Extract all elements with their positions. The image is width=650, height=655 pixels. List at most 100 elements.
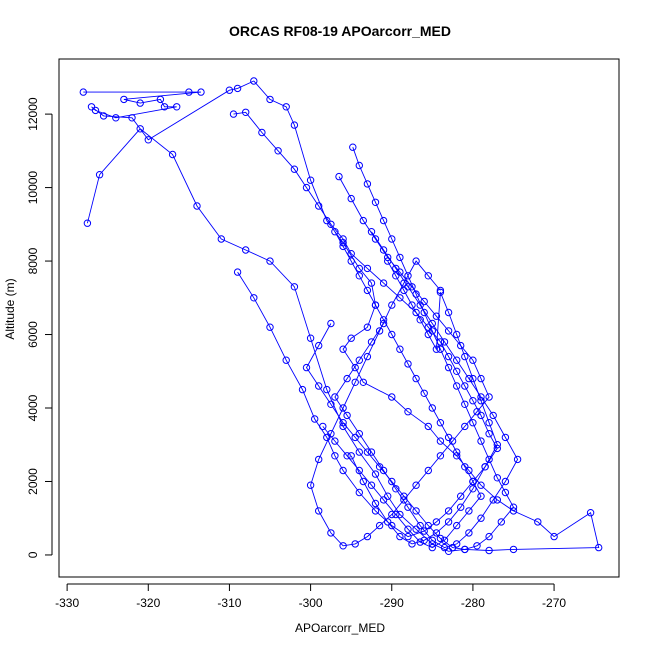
data-point <box>477 374 485 383</box>
data-point <box>485 419 493 427</box>
data-point <box>444 308 453 317</box>
y-tick-label: 4000 <box>26 394 40 421</box>
data-point <box>384 257 392 265</box>
data-point <box>136 125 144 133</box>
data-point <box>388 393 396 401</box>
data-point <box>432 345 441 353</box>
data-point <box>371 470 380 478</box>
data-point <box>379 466 388 475</box>
data-point <box>347 452 355 460</box>
data-point <box>473 542 481 550</box>
data-point <box>497 518 505 526</box>
y-tick-label: 2000 <box>26 468 40 495</box>
data-point <box>347 257 355 265</box>
data-point <box>473 408 481 416</box>
x-tick-label: -290 <box>380 596 404 610</box>
data-point <box>367 448 376 456</box>
data-point <box>420 527 428 535</box>
data-point <box>469 477 477 486</box>
x-tick-label: -280 <box>461 596 485 610</box>
data-point <box>432 518 441 526</box>
data-point <box>363 180 372 188</box>
data-point <box>302 363 311 372</box>
data-point <box>229 110 238 118</box>
y-axis: 0 2000 4000 6000 8000 10000 12000 <box>26 97 53 558</box>
data-point <box>416 316 424 324</box>
data-point <box>412 525 420 533</box>
data-point <box>339 419 347 427</box>
data-point <box>444 352 453 361</box>
x-axis-label: APOarcorr_MED <box>295 621 385 635</box>
data-point <box>79 88 88 96</box>
data-point <box>355 161 363 170</box>
data-point <box>351 540 359 548</box>
data-point <box>534 518 542 526</box>
data-point <box>477 411 485 420</box>
data-point <box>424 521 432 530</box>
data-point <box>436 419 445 427</box>
data-point <box>367 481 376 489</box>
data-point <box>388 477 396 486</box>
data-point <box>351 433 359 442</box>
data-point <box>379 246 388 254</box>
data-point <box>440 543 449 552</box>
data-point <box>347 250 355 258</box>
data-point <box>339 466 347 475</box>
data-point <box>367 228 376 236</box>
data-point <box>87 103 96 111</box>
data-point <box>306 334 315 342</box>
data-point <box>355 272 363 280</box>
data-point <box>412 374 420 383</box>
data-point <box>258 128 266 137</box>
series-line <box>305 147 515 550</box>
data-point <box>371 301 380 309</box>
data-point <box>363 323 372 331</box>
data-point <box>168 150 177 159</box>
data-point <box>290 283 299 291</box>
data-point <box>424 323 432 331</box>
data-point <box>327 400 335 408</box>
data-point <box>404 272 412 280</box>
data-point <box>404 532 412 541</box>
data-point <box>327 529 335 537</box>
data-point <box>375 521 384 530</box>
data-point <box>392 485 400 493</box>
data-point <box>461 382 469 390</box>
data-point <box>331 393 339 401</box>
data-point <box>379 496 388 504</box>
data-point <box>266 95 274 104</box>
data-point <box>388 330 396 339</box>
data-point <box>298 385 307 394</box>
data-point <box>493 474 501 482</box>
data-point <box>359 477 367 486</box>
data-point <box>448 543 457 552</box>
data-point <box>371 198 380 207</box>
data-point <box>469 374 477 383</box>
data-point <box>400 286 408 295</box>
y-tick-label: 0 <box>26 551 40 558</box>
data-point <box>160 103 169 111</box>
data-point <box>242 246 250 254</box>
data-point <box>396 510 404 519</box>
data-point <box>436 288 445 296</box>
data-point <box>493 496 501 504</box>
data-point <box>489 496 497 504</box>
data-point <box>355 448 363 456</box>
data-point <box>371 507 380 515</box>
data-point <box>193 202 201 210</box>
data-point <box>290 121 299 129</box>
y-tick-label: 6000 <box>26 321 40 348</box>
data-point <box>440 338 449 346</box>
data-point <box>323 385 331 394</box>
data-point <box>404 408 412 416</box>
data-point <box>469 397 477 405</box>
data-point <box>392 510 400 519</box>
data-point <box>388 510 396 519</box>
data-point <box>412 481 420 489</box>
data-point <box>343 374 351 383</box>
data-point <box>477 514 485 522</box>
data-point <box>465 529 473 537</box>
data-point <box>339 345 347 353</box>
